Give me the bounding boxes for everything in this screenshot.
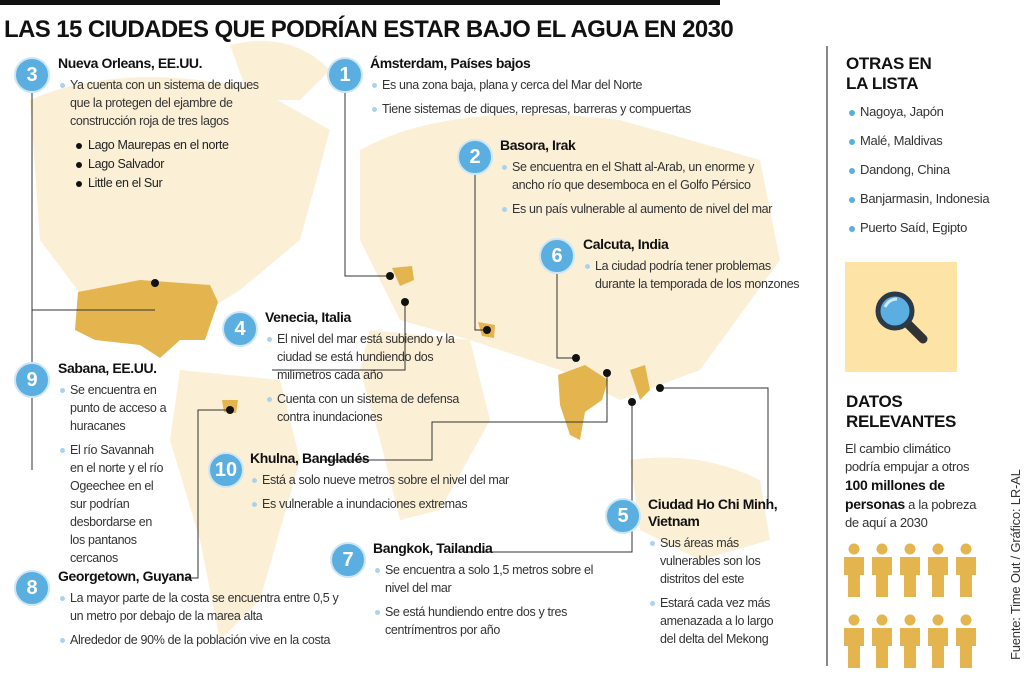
person-icon <box>899 543 927 602</box>
other-city-item: Dandong, China <box>846 162 989 191</box>
datos-text-post: a la pobreza de aquí a 2030 <box>845 497 977 530</box>
city-bullet: Es un país vulnerable al aumento de nive… <box>500 200 785 218</box>
otras-title: OTRAS EN LA LISTA <box>846 54 989 94</box>
magnifying-glass-icon <box>875 291 928 344</box>
page-title: LAS 15 CIUDADES QUE PODRÍAN ESTAR BAJO E… <box>4 16 734 43</box>
city-bullet: Se está hundiendo entre dos y tres centr… <box>373 603 598 639</box>
city-block-georgetown: Georgetown, Guyana La mayor parte de la … <box>58 568 348 655</box>
otras-title-line: OTRAS EN <box>846 54 932 73</box>
city-name: Sabana, EE.UU. <box>58 360 157 376</box>
city-block-venecia: Venecia, Italia El nivel del mar está su… <box>265 309 465 432</box>
datos-text: El cambio climático podría empujar a otr… <box>845 440 985 532</box>
source-credit: Fuente: Time Out / Gráfico: LR-AL <box>1008 469 1023 660</box>
india-shape <box>558 365 608 440</box>
city-name: Ámsterdam, Países bajos <box>370 55 531 71</box>
otras-title-line: LA LISTA <box>846 74 919 93</box>
other-city-item: Nagoya, Japón <box>846 104 989 133</box>
city-name: Nueva Orleans, EE.UU. <box>58 55 203 71</box>
datos-title: DATOS RELEVANTES <box>846 392 956 432</box>
datos-title-line: DATOS <box>846 392 903 411</box>
city-bullet: Sus áreas más vulnerables son los distri… <box>648 534 778 588</box>
other-city-item: Malé, Maldivas <box>846 133 989 162</box>
datos-text-pre: El cambio climático podría empujar a otr… <box>845 441 970 474</box>
city-name: Ciudad Ho Chi Minh, Vietnam <box>648 496 778 529</box>
city-number-badge: 1 <box>327 57 363 93</box>
city-number-badge: 8 <box>14 570 50 606</box>
city-name: Basora, Irak <box>500 137 576 153</box>
city-bullet: Alrededor de 90% de la población vive en… <box>58 631 348 649</box>
city-bullet: Se encuentra a solo 1,5 metros sobre el … <box>373 561 598 597</box>
magnifier-box <box>845 262 957 372</box>
otras-section: OTRAS EN LA LISTA Nagoya, Japón Malé, Mal… <box>846 54 990 249</box>
usa-shape <box>75 280 218 358</box>
city-bullet: Está a solo nueve metros sobre el nivel … <box>250 471 540 489</box>
other-city-item: Puerto Saíd, Egipto <box>846 220 989 249</box>
city-sub-bullet: Little en el Sur <box>74 174 278 193</box>
city-bullet: El río Savannah en el norte y el río Oge… <box>58 441 168 567</box>
city-block-nueva-orleans: Nueva Orleans, EE.UU. Ya cuenta con un s… <box>58 55 278 193</box>
city-bullet: Estará cada vez más amenazada a lo largo… <box>648 594 778 648</box>
city-bullet: La mayor parte de la costa se encuentra … <box>58 589 348 625</box>
city-name: Calcuta, India <box>583 236 669 252</box>
city-number-badge: 10 <box>208 452 244 488</box>
datos-title-line: RELEVANTES <box>846 412 957 431</box>
city-number-badge: 4 <box>222 311 258 347</box>
city-name: Venecia, Italia <box>265 309 351 325</box>
city-number-badge: 5 <box>605 498 641 534</box>
city-number-badge: 2 <box>457 139 493 175</box>
city-number-badge: 3 <box>14 57 50 93</box>
sidebar-divider <box>826 46 828 666</box>
city-number-badge: 9 <box>14 362 50 398</box>
other-city-item: Banjarmasin, Indonesia <box>846 191 990 220</box>
city-bullet: La ciudad podría tener problemas durante… <box>583 257 813 293</box>
city-sub-bullet: Lago Salvador <box>74 155 278 174</box>
city-bullet: Se encuentra en el Shatt al-Arab, un eno… <box>500 158 785 194</box>
person-icon <box>955 614 983 673</box>
city-block-ho-chi-minh: Ciudad Ho Chi Minh, Vietnam Sus áreas má… <box>648 496 778 654</box>
city-name: Georgetown, Guyana <box>58 568 192 584</box>
city-block-bangkok: Bangkok, Tailandia Se encuentra a solo 1… <box>373 540 598 645</box>
city-number-badge: 6 <box>539 238 575 274</box>
datos-highlight: 100 millones de personas <box>845 477 945 512</box>
person-icon <box>871 543 899 602</box>
city-name: Bangkok, Tailandia <box>373 540 493 556</box>
city-block-calcuta: Calcuta, India La ciudad podría tener pr… <box>583 236 813 299</box>
city-sub-bullet: Lago Maurepas en el norte <box>74 136 278 155</box>
person-icon <box>843 614 871 673</box>
city-bullet: Es vulnerable a inundaciones extremas <box>250 495 540 513</box>
city-name: Khulna, Bangladés <box>250 450 370 466</box>
city-bullet: Ya cuenta con un sistema de diques que l… <box>58 76 278 130</box>
city-bullet: Tiene sistemas de diques, represas, barr… <box>370 100 700 118</box>
person-icon <box>899 614 927 673</box>
person-icon <box>955 543 983 602</box>
city-bullet: Cuenta con un sistema de defensa contra … <box>265 390 465 426</box>
person-icon <box>871 614 899 673</box>
city-block-sabana: Sabana, EE.UU. Se encuentra en punto de … <box>58 360 168 573</box>
city-block-khulna: Khulna, Bangladés Está a solo nueve metr… <box>250 450 540 519</box>
people-pictogram <box>843 543 983 673</box>
city-bullet: Es una zona baja, plana y cerca del Mar … <box>370 76 700 94</box>
person-icon <box>927 543 955 602</box>
top-rule <box>0 0 720 5</box>
city-number-badge: 7 <box>330 542 366 578</box>
city-block-basora: Basora, Irak Se encuentra en el Shatt al… <box>500 137 785 224</box>
person-icon <box>927 614 955 673</box>
city-bullet: Se encuentra en punto de acceso a huraca… <box>58 381 168 435</box>
city-bullet: El nivel del mar está subiendo y la ciud… <box>265 330 465 384</box>
city-block-amsterdam: Ámsterdam, Países bajos Es una zona baja… <box>370 55 700 124</box>
person-icon <box>843 543 871 602</box>
